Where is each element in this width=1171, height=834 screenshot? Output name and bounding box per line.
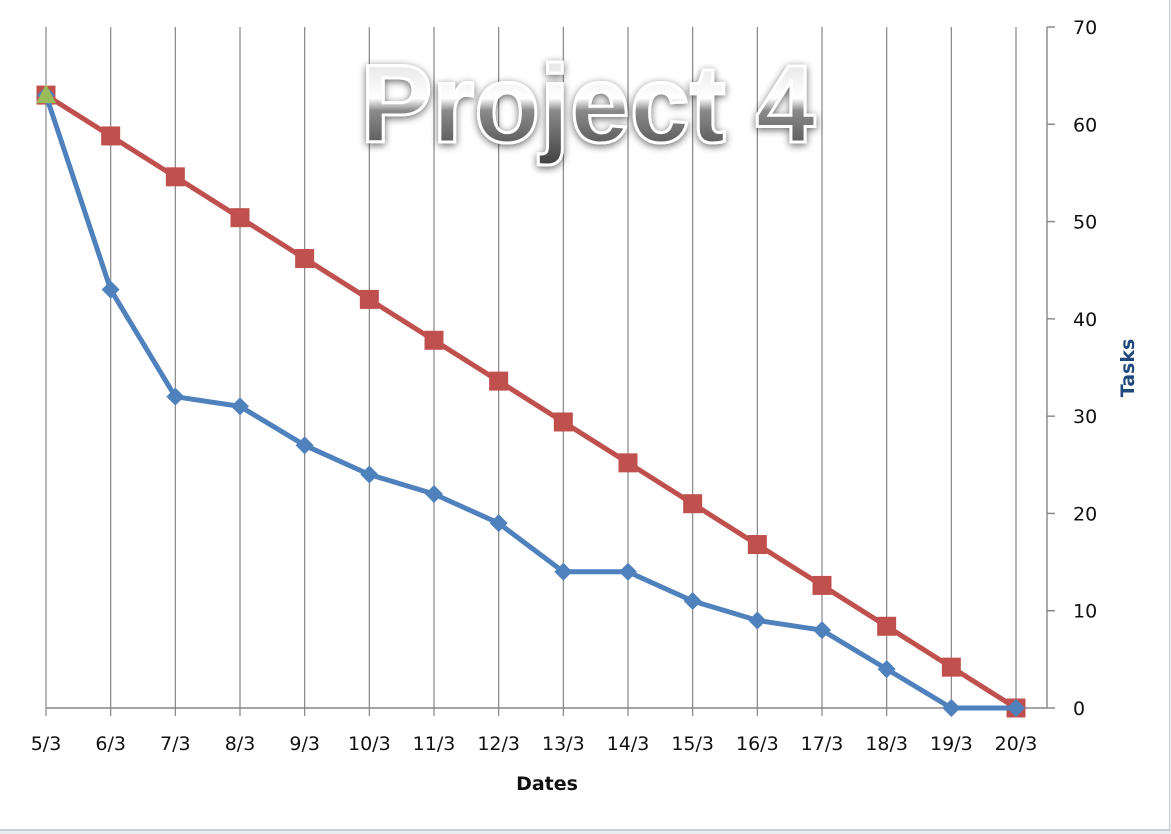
- y-axis-title: Tasks: [1117, 339, 1139, 398]
- series-1-point-9: [618, 453, 638, 473]
- y-tick-label-30: 30: [1073, 406, 1097, 428]
- series-1-point-12: [812, 575, 832, 595]
- y-tick-label-40: 40: [1073, 309, 1097, 331]
- x-tick-label-13-3: 13/3: [542, 733, 585, 755]
- x-tick-label-16-3: 16/3: [736, 733, 779, 755]
- series-2-point-2: [166, 387, 185, 406]
- y-tick-label-0: 0: [1073, 698, 1085, 720]
- series-1-point-1: [101, 126, 121, 146]
- series-1-point-2: [165, 167, 185, 187]
- x-tick-label-9-3: 9/3: [289, 733, 320, 755]
- series-2-line: [43, 94, 1016, 711]
- series-2-point-7: [489, 514, 508, 533]
- series-2-point-4: [295, 436, 314, 455]
- x-tick-label-5-3: 5/3: [31, 733, 62, 755]
- grid-lines: [45, 27, 1017, 716]
- x-tick-label-12-3: 12/3: [477, 733, 520, 755]
- y-tick-label-20: 20: [1073, 503, 1097, 525]
- series-1-point-3: [230, 208, 250, 228]
- x-tick-label-19-3: 19/3: [930, 733, 973, 755]
- chart-title: Project 4: [361, 43, 816, 166]
- series-1: [36, 85, 1026, 718]
- series-2-point-9: [619, 562, 637, 581]
- series-2-point-8: [554, 562, 573, 581]
- series-2-point-1: [101, 280, 120, 299]
- x-tick-label-7-3: 7/3: [160, 733, 191, 755]
- start-marker-triangle: [36, 84, 56, 104]
- series-1-point-11: [747, 535, 767, 555]
- series-1-point-13: [877, 616, 897, 636]
- x-axis-title: Dates: [516, 773, 578, 795]
- series-1-point-5: [359, 289, 379, 309]
- series-2-point-12: [813, 621, 831, 640]
- series-1-point-14: [941, 657, 961, 677]
- series-1-line: [44, 92, 1018, 711]
- series-2-point-14: [942, 699, 961, 717]
- series-2-point-3: [231, 397, 249, 416]
- series-1-point-7: [489, 371, 509, 391]
- series-2-point-5: [360, 465, 379, 484]
- x-tick-label-14-3: 14/3: [607, 733, 650, 755]
- series-layer: [36, 84, 1026, 718]
- x-tick-label-15-3: 15/3: [671, 733, 714, 755]
- y-tick-label-50: 50: [1073, 212, 1097, 234]
- series-2-point-6: [425, 484, 443, 503]
- y-tick-label-10: 10: [1073, 601, 1097, 623]
- series-1-point-4: [295, 249, 315, 269]
- axes: [46, 26, 1055, 709]
- tick-labels: 0 10 20 30 40 50 60 70 5/3 6/3 7/3 8/3 9/3 10/3 11/3 12…: [31, 17, 1097, 755]
- x-tick-label-11-3: 11/3: [413, 733, 456, 755]
- x-tick-label-20-3: 20/3: [995, 733, 1038, 755]
- x-tick-label-18-3: 18/3: [865, 733, 908, 755]
- series-2: [37, 86, 1025, 717]
- y-tick-label-60: 60: [1073, 114, 1097, 136]
- x-tick-label-10-3: 10/3: [348, 733, 391, 755]
- y-tick-label-70: 70: [1073, 17, 1097, 39]
- x-tick-label-8-3: 8/3: [225, 733, 256, 755]
- x-tick-label-6-3: 6/3: [95, 733, 126, 755]
- series-2-point-15: [1007, 699, 1025, 717]
- series-2-point-11: [748, 611, 767, 630]
- series-2-point-13: [877, 660, 896, 679]
- series-1-point-6: [424, 330, 444, 350]
- series-2-point-10: [683, 591, 702, 610]
- series-1-point-8: [553, 412, 573, 432]
- series-1-point-10: [683, 494, 703, 514]
- x-tick-label-17-3: 17/3: [801, 733, 844, 755]
